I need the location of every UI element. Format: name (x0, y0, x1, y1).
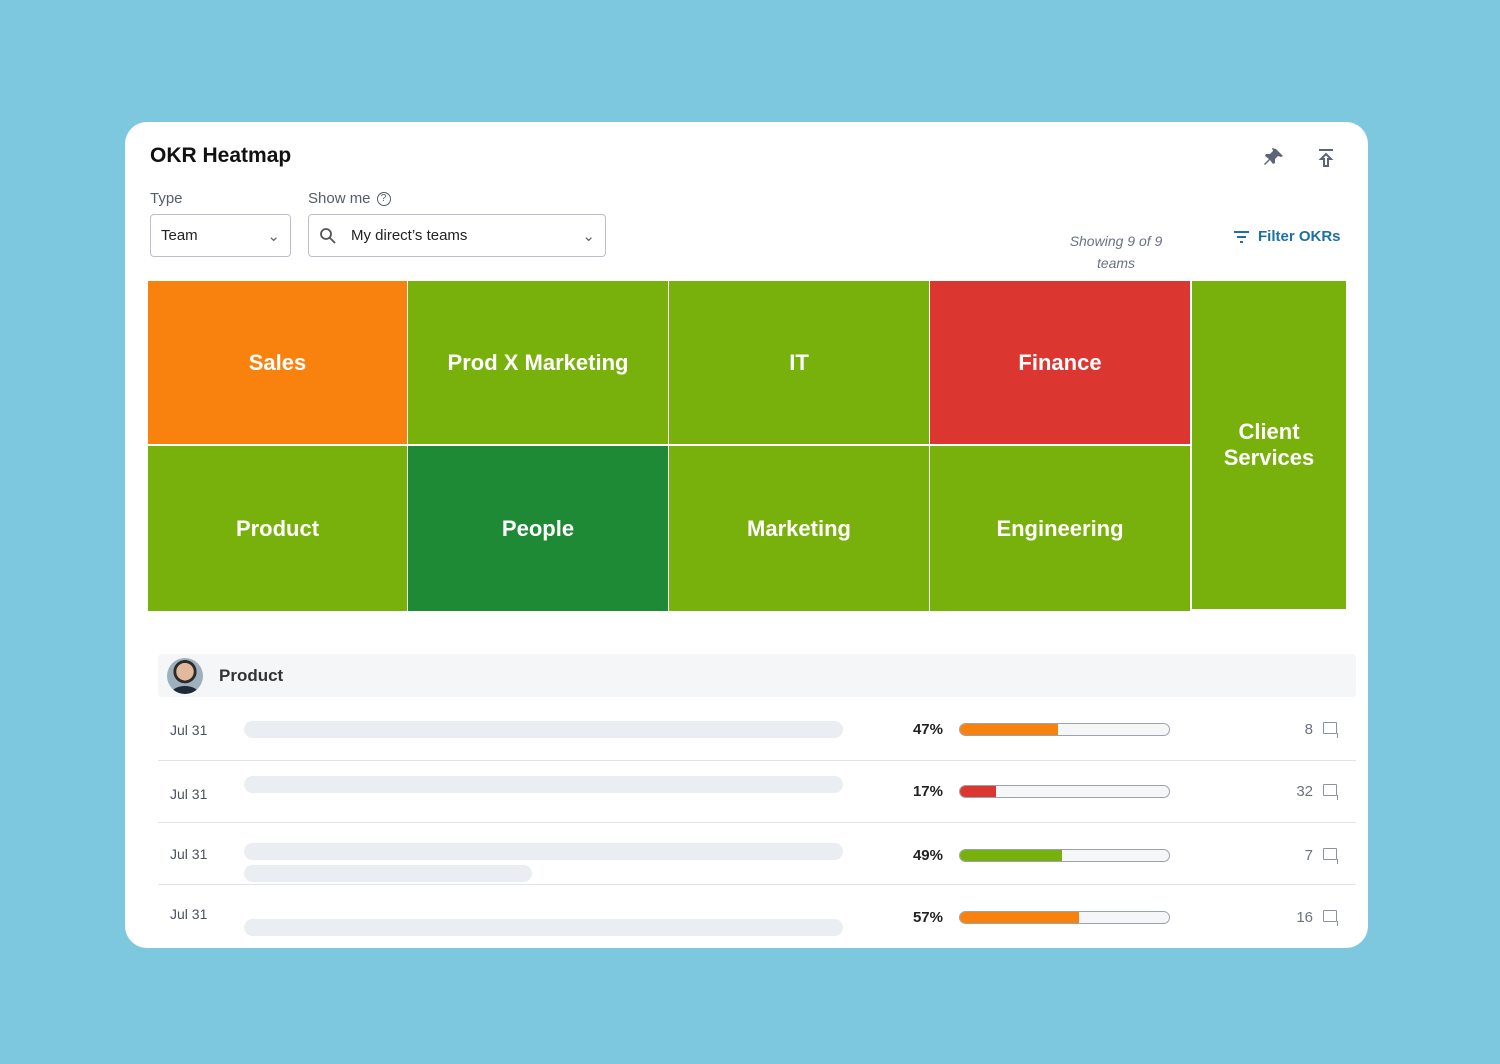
progress-percent: 49% (912, 847, 943, 864)
progress-fill (960, 912, 1080, 923)
heatmap-tile-engineering[interactable]: Engineering (930, 446, 1190, 611)
comment-icon[interactable] (1323, 910, 1338, 926)
heatmap-tile-prod-x-marketing[interactable]: Prod X Marketing (408, 281, 668, 444)
chevron-down-icon: ⌄ (582, 227, 595, 245)
type-value: Team (161, 227, 198, 244)
heatmap-tile-it[interactable]: IT (669, 281, 929, 444)
okr-row[interactable]: Jul 31 17% 32 (158, 761, 1356, 823)
okr-row[interactable]: Jul 31 57% 16 (158, 885, 1356, 947)
progress-bar (959, 785, 1170, 798)
okr-title-placeholder (244, 919, 843, 936)
filter-icon (1234, 230, 1249, 243)
heatmap-tile-finance[interactable]: Finance (930, 281, 1190, 444)
avatar (167, 657, 203, 694)
help-icon[interactable]: ? (376, 191, 391, 206)
filter-okrs-label: Filter OKRs (1258, 228, 1341, 245)
due-date: Jul 31 (170, 722, 208, 738)
filter-okrs-button[interactable]: Filter OKRs (1233, 228, 1341, 245)
heatmap-tile-people[interactable]: People (408, 446, 668, 611)
due-date: Jul 31 (170, 906, 208, 922)
showing-count: Showing 9 of 9 teams (1069, 233, 1163, 271)
progress-percent: 57% (912, 909, 943, 926)
progress-fill (960, 850, 1063, 861)
progress-fill (960, 786, 996, 797)
progress-bar (959, 723, 1170, 736)
progress-bar (959, 849, 1170, 862)
show-me-text: Show me (308, 190, 371, 207)
type-label: Type (150, 190, 183, 207)
chevron-down-icon: ⌄ (267, 227, 280, 245)
okr-title-placeholder (244, 776, 843, 793)
team-group-header[interactable]: Product (158, 654, 1356, 697)
okr-title-placeholder (244, 843, 843, 860)
okr-title-placeholder (244, 721, 843, 738)
comment-count: 8 (1304, 721, 1313, 738)
due-date: Jul 31 (170, 846, 208, 862)
heatmap-tile-product[interactable]: Product (148, 446, 407, 611)
progress-bar (959, 911, 1170, 924)
progress-fill (960, 724, 1059, 735)
heatmap-tile-sales[interactable]: Sales (148, 281, 407, 444)
progress-percent: 17% (912, 783, 943, 800)
okr-title-placeholder (244, 865, 532, 882)
type-select[interactable]: Team ⌄ (150, 214, 291, 257)
comment-icon[interactable] (1323, 848, 1338, 864)
pin-icon[interactable] (1262, 146, 1286, 170)
okr-row[interactable]: Jul 31 49% 7 (158, 823, 1356, 885)
okr-heatmap-card: OKR Heatmap Type Team ⌄ Show me ? My dir… (125, 122, 1368, 948)
comment-count: 32 (1296, 783, 1313, 800)
team-name: Product (219, 665, 284, 685)
comment-icon[interactable] (1323, 722, 1338, 738)
due-date: Jul 31 (170, 786, 208, 802)
search-icon (320, 227, 336, 244)
progress-percent: 47% (912, 721, 943, 738)
comment-count: 16 (1296, 909, 1313, 926)
show-me-label: Show me ? (308, 190, 391, 207)
comment-count: 7 (1304, 847, 1313, 864)
export-icon[interactable] (1314, 146, 1338, 170)
okr-row[interactable]: Jul 31 47% 8 (158, 699, 1356, 761)
show-me-select[interactable]: My direct’s teams ⌄ (308, 214, 606, 257)
comment-icon[interactable] (1323, 784, 1338, 800)
heatmap-tile-client-services[interactable]: Client Services (1192, 281, 1346, 609)
show-me-value: My direct’s teams (351, 227, 468, 244)
page-title: OKR Heatmap (150, 144, 292, 167)
heatmap-tile-marketing[interactable]: Marketing (669, 446, 929, 611)
